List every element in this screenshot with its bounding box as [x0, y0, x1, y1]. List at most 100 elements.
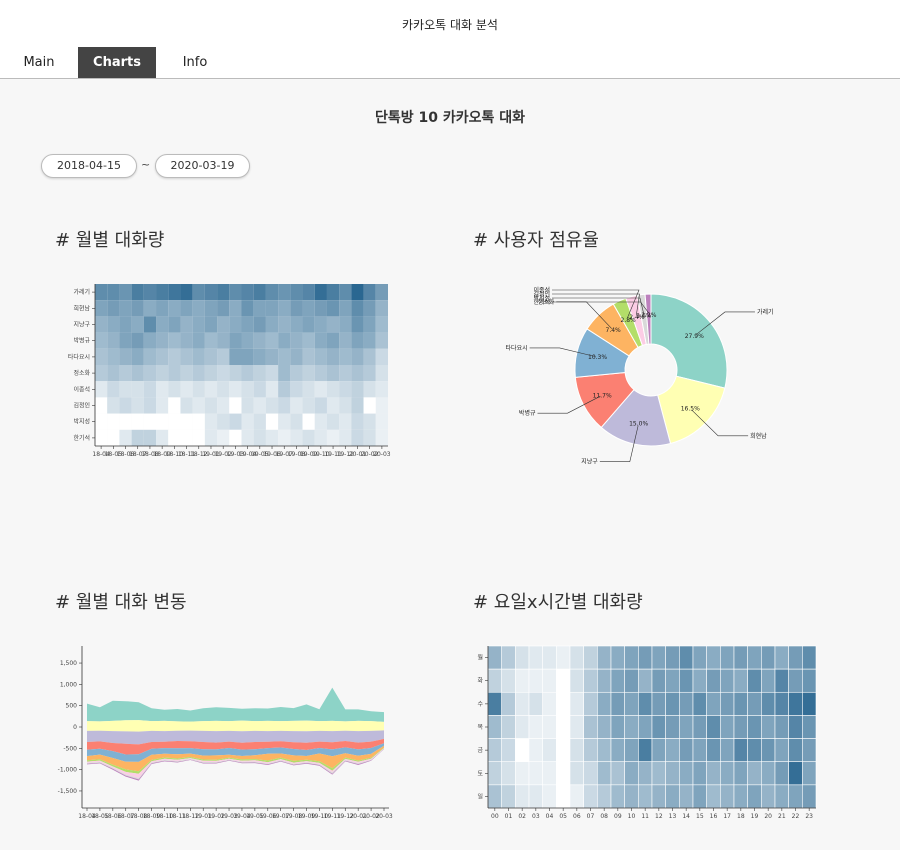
monthly-heatmap-cell	[265, 381, 279, 398]
weekday-heatmap-cell	[774, 738, 789, 763]
weekday-heatmap-cell	[665, 784, 680, 809]
weekday-heatmap-cell	[774, 691, 789, 716]
monthly-heatmap-cell	[314, 381, 327, 398]
weekday-heatmap-cell	[665, 691, 680, 716]
monthly-heatmap-x-tick-label: 18-09	[153, 451, 171, 458]
monthly-heatmap-cell	[217, 429, 230, 446]
monthly-heatmap-cell	[95, 429, 108, 446]
monthly-heatmap-cell	[314, 348, 327, 365]
monthly-heatmap-cell	[143, 413, 157, 430]
weekday-heatmap-x-tick-label: 17	[723, 813, 731, 820]
weekday-heatmap-x-tick-label: 19	[751, 813, 759, 820]
weekday-heatmap-cell	[501, 691, 516, 716]
weekday-heatmap-cell	[638, 668, 653, 693]
monthly-heatmap-cell	[95, 381, 108, 398]
stream-layers	[87, 687, 384, 781]
monthly-heatmap-cell	[351, 332, 364, 349]
weekday-heatmap-cell	[802, 668, 817, 693]
monthly-heatmap-cell	[131, 397, 144, 414]
monthly-heatmap-cell	[363, 397, 376, 414]
weekday-heatmap-x-tick-label: 12	[655, 813, 663, 820]
monthly-heatmap-cell	[290, 397, 303, 414]
monthly-heatmap-cell	[131, 348, 144, 365]
monthly-heatmap-cell	[363, 332, 376, 349]
monthly-heatmap-y-tick-label: 지냥구	[73, 321, 90, 329]
monthly-heatmap-x-tick-label: 19-02	[214, 451, 232, 458]
weekday-heatmap-y-tick-label: 월	[477, 654, 483, 662]
monthly-heatmap-cell	[107, 429, 120, 446]
start-date-field[interactable]: 2018-04-15	[41, 154, 137, 178]
weekday-heatmap-cell	[747, 691, 762, 716]
monthly-heatmap-cell	[241, 397, 254, 414]
monthly-heatmap-cell	[180, 332, 193, 349]
monthly-heatmap-cell	[192, 332, 205, 349]
weekday-heatmap-x-tick-label: 09	[614, 813, 622, 820]
monthly-heatmap-cell	[253, 284, 266, 301]
weekday-heatmap-cell	[679, 645, 694, 670]
monthly-heatmap-cell	[168, 348, 181, 365]
pie-leader-line	[599, 425, 639, 462]
monthly-heatmap-cell	[339, 316, 352, 333]
monthly-heatmap-cell	[192, 413, 205, 430]
weekday-heatmap-cell	[788, 738, 803, 763]
monthly-heatmap-x-tick-label: 19-01	[202, 451, 220, 458]
monthly-heatmap-cell	[326, 413, 340, 430]
tab-info[interactable]: Info	[182, 55, 208, 70]
monthly-heatmap-cell	[326, 381, 340, 398]
weekday-heatmap-x-tick-label: 21	[778, 813, 786, 820]
monthly-heatmap-cell	[278, 316, 291, 333]
weekday-heatmap-x-tick-label: 01	[505, 813, 513, 820]
monthly-heatmap-cell	[217, 316, 230, 333]
weekday-heatmap-cell	[774, 715, 789, 739]
monthly-heatmap-x-tick-label: 19-10	[312, 451, 330, 458]
monthly-heatmap-cell	[156, 429, 169, 446]
stream-x-tick-label: 19-08	[285, 813, 303, 820]
end-date-field[interactable]: 2020-03-19	[155, 154, 250, 178]
pie-category-label: 한기석	[533, 298, 550, 306]
monthly-heatmap-x-tick-label: 19-07	[276, 451, 294, 458]
monthly-heatmap-cell	[290, 284, 303, 301]
weekday-heatmap-cell	[638, 784, 653, 809]
monthly-heatmap-cell	[217, 300, 230, 317]
monthly-heatmap-cell	[156, 397, 169, 414]
monthly-heatmap-cell	[156, 316, 169, 333]
stream-x-tick-label: 19-11	[324, 813, 342, 820]
monthly-heatmap-cell	[278, 348, 291, 365]
weekday-heatmap-cell	[679, 668, 694, 693]
weekday-heatmap-x-tick-label: 16	[710, 813, 718, 820]
monthly-heatmap-x-tick-label: 18-08	[141, 451, 159, 458]
pie-category-label: 이종석	[533, 286, 550, 294]
monthly-heatmap-cell	[180, 300, 193, 317]
pie-data-label: 10.3%	[588, 354, 607, 361]
monthly-heatmap-cell	[363, 348, 376, 365]
weekday-heatmap-cell	[624, 668, 639, 693]
monthly-heatmap-cell	[375, 365, 388, 382]
weekday-heatmap-y-tick-label: 목	[477, 724, 483, 731]
tab-main[interactable]: Main	[23, 55, 55, 70]
monthly-heatmap-cell	[204, 381, 218, 398]
weekday-heatmap-cell	[692, 761, 707, 786]
monthly-heatmap-cell	[339, 381, 352, 398]
weekday-heatmap-cell	[733, 715, 748, 739]
monthly-heatmap-cell	[290, 300, 303, 317]
weekday-heatmap-cell	[597, 784, 612, 809]
weekday-heatmap-y-tick-label: 토	[477, 770, 483, 777]
weekday-heatmap-cell	[542, 668, 557, 693]
stream-x-tick-label: 19-03	[220, 813, 238, 820]
page-title: 단톡방 10 카카오톡 대화	[374, 110, 526, 126]
monthly-heatmap-cell	[253, 300, 266, 317]
stream-x-tick-label: 18-11	[169, 813, 187, 820]
tab-charts[interactable]: Charts	[78, 47, 156, 78]
monthly-heatmap-cell	[351, 316, 364, 333]
monthly-heatmap-cell	[363, 413, 376, 430]
weekday-heatmap-cell	[788, 761, 803, 786]
monthly-heatmap-cell	[339, 429, 352, 446]
weekday-heatmap-cell	[761, 738, 776, 763]
weekday-heatmap-cell	[692, 784, 707, 809]
monthly-heatmap-x-tick-label: 18-04	[92, 451, 110, 458]
monthly-heatmap-cell	[253, 429, 266, 446]
monthly-heatmap-cell	[339, 365, 352, 382]
weekday-heatmap-x-tick-label: 20	[764, 813, 772, 820]
monthly-heatmap-x-tick-label: 18-11	[178, 451, 196, 458]
weekday-heatmap-cell	[597, 738, 612, 763]
